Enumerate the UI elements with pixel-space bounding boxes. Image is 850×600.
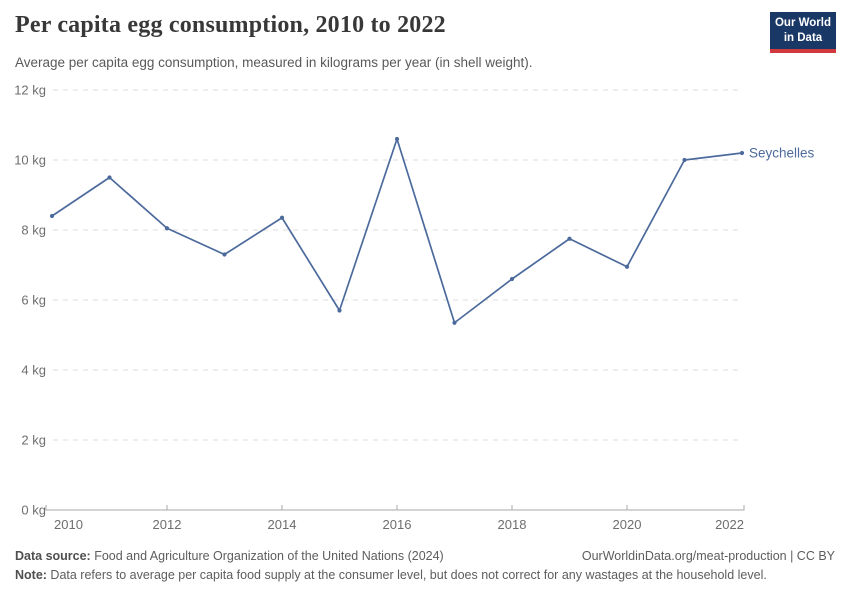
data-point-marker[interactable]: [739, 150, 745, 156]
data-point-marker[interactable]: [164, 226, 170, 231]
y-axis-tick-label: 2 kg: [21, 433, 46, 448]
x-axis-tick-label: 2014: [268, 517, 297, 532]
y-axis-tick-label: 12 kg: [14, 83, 46, 98]
y-axis-tick-label: 8 kg: [21, 223, 46, 238]
y-axis-tick-label: 10 kg: [14, 153, 46, 168]
data-point-marker[interactable]: [509, 276, 515, 282]
data-source-value: Food and Agriculture Organization of the…: [90, 549, 444, 563]
data-source-text: Data source: Food and Agriculture Organi…: [15, 547, 444, 566]
x-axis: [45, 505, 745, 511]
data-point-marker[interactable]: [279, 215, 285, 220]
note-label: Note:: [15, 568, 47, 583]
owid-logo-line1: Our World: [774, 17, 831, 29]
x-axis-tick-label: 2018: [498, 517, 527, 532]
y-axis-tick-label: 0 kg: [21, 503, 46, 518]
x-axis-tick-label: 2020: [613, 517, 642, 532]
page-subtitle: Average per capita egg consumption, meas…: [15, 55, 533, 70]
chart-footer: Data source: Food and Agriculture Organi…: [15, 547, 835, 586]
entity-label[interactable]: Seychelles: [749, 146, 815, 161]
data-point-marker[interactable]: [222, 252, 227, 257]
y-axis-tick-label: 4 kg: [21, 363, 46, 378]
data-point-marker[interactable]: [49, 213, 55, 219]
data-point-marker[interactable]: [682, 157, 687, 163]
x-axis-tick-label: 2016: [383, 517, 412, 532]
x-axis-tick-label: 2022: [715, 517, 744, 532]
data-point-marker[interactable]: [567, 236, 572, 241]
y-axis-tick-label: 6 kg: [21, 293, 46, 308]
note-value: Data refers to average per capita food s…: [46, 568, 767, 583]
page-title: Per capita egg consumption, 2010 to 2022: [15, 12, 446, 38]
data-point-marker[interactable]: [394, 136, 400, 142]
owid-url-link[interactable]: OurWorldinData.org/meat-production | CC …: [581, 549, 835, 563]
x-axis-tick-label: 2012: [153, 517, 182, 532]
owid-logo-line2: in Data: [783, 31, 823, 44]
data-point-marker[interactable]: [452, 320, 457, 325]
data-point-marker[interactable]: [624, 264, 630, 269]
owid-logo[interactable]: Our World in Data: [770, 12, 836, 53]
data-point-marker[interactable]: [107, 175, 112, 180]
x-axis-tick-label: 2010: [54, 517, 83, 532]
series-line[interactable]: [51, 138, 743, 324]
data-point-marker[interactable]: [337, 308, 342, 313]
data-source-label: Data source:: [15, 549, 91, 563]
